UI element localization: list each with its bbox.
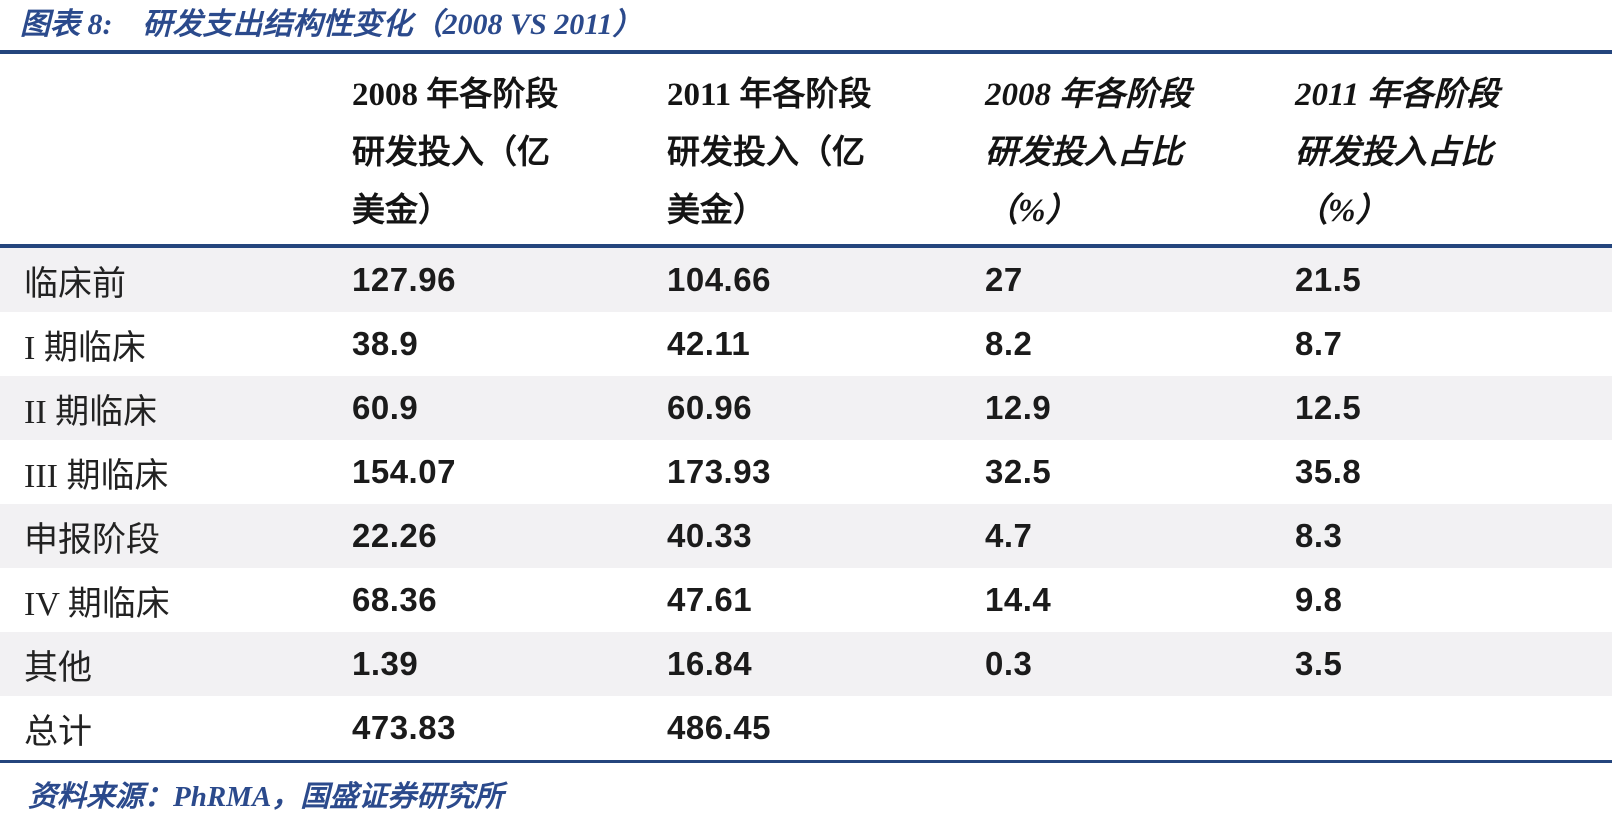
value-cell: 3.5: [1295, 645, 1343, 682]
header-row: 2008 年各阶段 研发投入（亿 美金） 2011 年各阶段 研发投入（亿 美金…: [0, 52, 1612, 248]
column-header-2008-share: 2008 年各阶段 研发投入占比 （%）: [985, 52, 1295, 248]
value-cell: 60.9: [352, 389, 419, 426]
value-cell: 9.8: [1295, 581, 1343, 618]
row-label: III 期临床: [24, 457, 169, 495]
value-cell: 8.3: [1295, 517, 1343, 554]
row-label: 申报阶段: [24, 521, 160, 559]
value-cell: 473.83: [352, 709, 456, 746]
value-cell: 127.96: [352, 261, 456, 298]
value-cell: 1.39: [352, 645, 419, 682]
value-cell: 12.9: [985, 389, 1052, 426]
value-cell: 14.4: [985, 581, 1052, 618]
table-row: 其他 1.39 16.84 0.3 3.5: [0, 632, 1612, 696]
row-label: II 期临床: [24, 393, 158, 431]
figure-number: 图表 8:: [20, 8, 113, 41]
header-line: 美金）: [667, 193, 766, 229]
value-cell: 32.5: [985, 453, 1052, 490]
table-row: 临床前 127.96 104.66 27 21.5: [0, 246, 1612, 312]
value-cell: 22.26: [352, 517, 438, 554]
table-row-total: 总计 473.83 486.45: [0, 696, 1612, 762]
column-header-2011-share: 2011 年各阶段 研发投入占比 （%）: [1295, 52, 1612, 248]
value-cell: 42.11: [667, 325, 751, 362]
value-cell: 35.8: [1295, 453, 1362, 490]
header-line: 美金）: [352, 193, 451, 229]
source-note: 资料来源：PhRMA，国盛证券研究所: [28, 781, 504, 813]
header-line: 研发投入（亿: [667, 135, 865, 171]
header-line: 2008 年各阶段: [352, 77, 559, 113]
table-row: II 期临床 60.9 60.96 12.9 12.5: [0, 376, 1612, 440]
column-header-2011-investment: 2011 年各阶段 研发投入（亿 美金）: [667, 52, 985, 248]
figure-title: 图表 8: 研发支出结构性变化（2008 VS 2011）: [0, 0, 1612, 50]
value-cell: 104.66: [667, 261, 771, 298]
value-cell: 12.5: [1295, 389, 1362, 426]
value-cell: 486.45: [667, 709, 771, 746]
row-label: 总计: [24, 713, 92, 751]
rd-expenditure-table: 2008 年各阶段 研发投入（亿 美金） 2011 年各阶段 研发投入（亿 美金…: [0, 50, 1612, 763]
value-cell: 154.07: [352, 453, 456, 490]
value-cell: 38.9: [352, 325, 419, 362]
value-cell: 16.84: [667, 645, 753, 682]
value-cell: 173.93: [667, 453, 771, 490]
row-label: 临床前: [24, 265, 126, 303]
header-line: 研发投入占比: [985, 135, 1183, 171]
header-line: （%）: [1295, 193, 1389, 229]
header-line: 2011 年各阶段: [1295, 77, 1500, 113]
column-header-2008-investment: 2008 年各阶段 研发投入（亿 美金）: [352, 52, 667, 248]
column-header-stage: [0, 52, 352, 248]
value-cell: 68.36: [352, 581, 438, 618]
value-cell: [985, 696, 1295, 762]
value-cell: 21.5: [1295, 261, 1362, 298]
value-cell: 40.33: [667, 517, 753, 554]
row-label: I 期临床: [24, 329, 146, 367]
value-cell: [1295, 696, 1612, 762]
value-cell: 60.96: [667, 389, 753, 426]
value-cell: 4.7: [985, 517, 1033, 554]
header-line: 2011 年各阶段: [667, 77, 872, 113]
table-row: III 期临床 154.07 173.93 32.5 35.8: [0, 440, 1612, 504]
row-label: 其他: [24, 649, 92, 687]
table-row: IV 期临床 68.36 47.61 14.4 9.8: [0, 568, 1612, 632]
value-cell: 47.61: [667, 581, 753, 618]
value-cell: 0.3: [985, 645, 1033, 682]
table-row: 申报阶段 22.26 40.33 4.7 8.3: [0, 504, 1612, 568]
figure-title-text: 研发支出结构性变化（2008 VS 2011）: [142, 8, 643, 41]
value-cell: 8.7: [1295, 325, 1343, 362]
header-line: 研发投入占比: [1295, 135, 1493, 171]
value-cell: 8.2: [985, 325, 1033, 362]
header-line: 2008 年各阶段: [985, 77, 1192, 113]
value-cell: 27: [985, 261, 1023, 298]
table-row: I 期临床 38.9 42.11 8.2 8.7: [0, 312, 1612, 376]
row-label: IV 期临床: [24, 585, 170, 623]
header-line: （%）: [985, 193, 1079, 229]
header-line: 研发投入（亿: [352, 135, 550, 171]
